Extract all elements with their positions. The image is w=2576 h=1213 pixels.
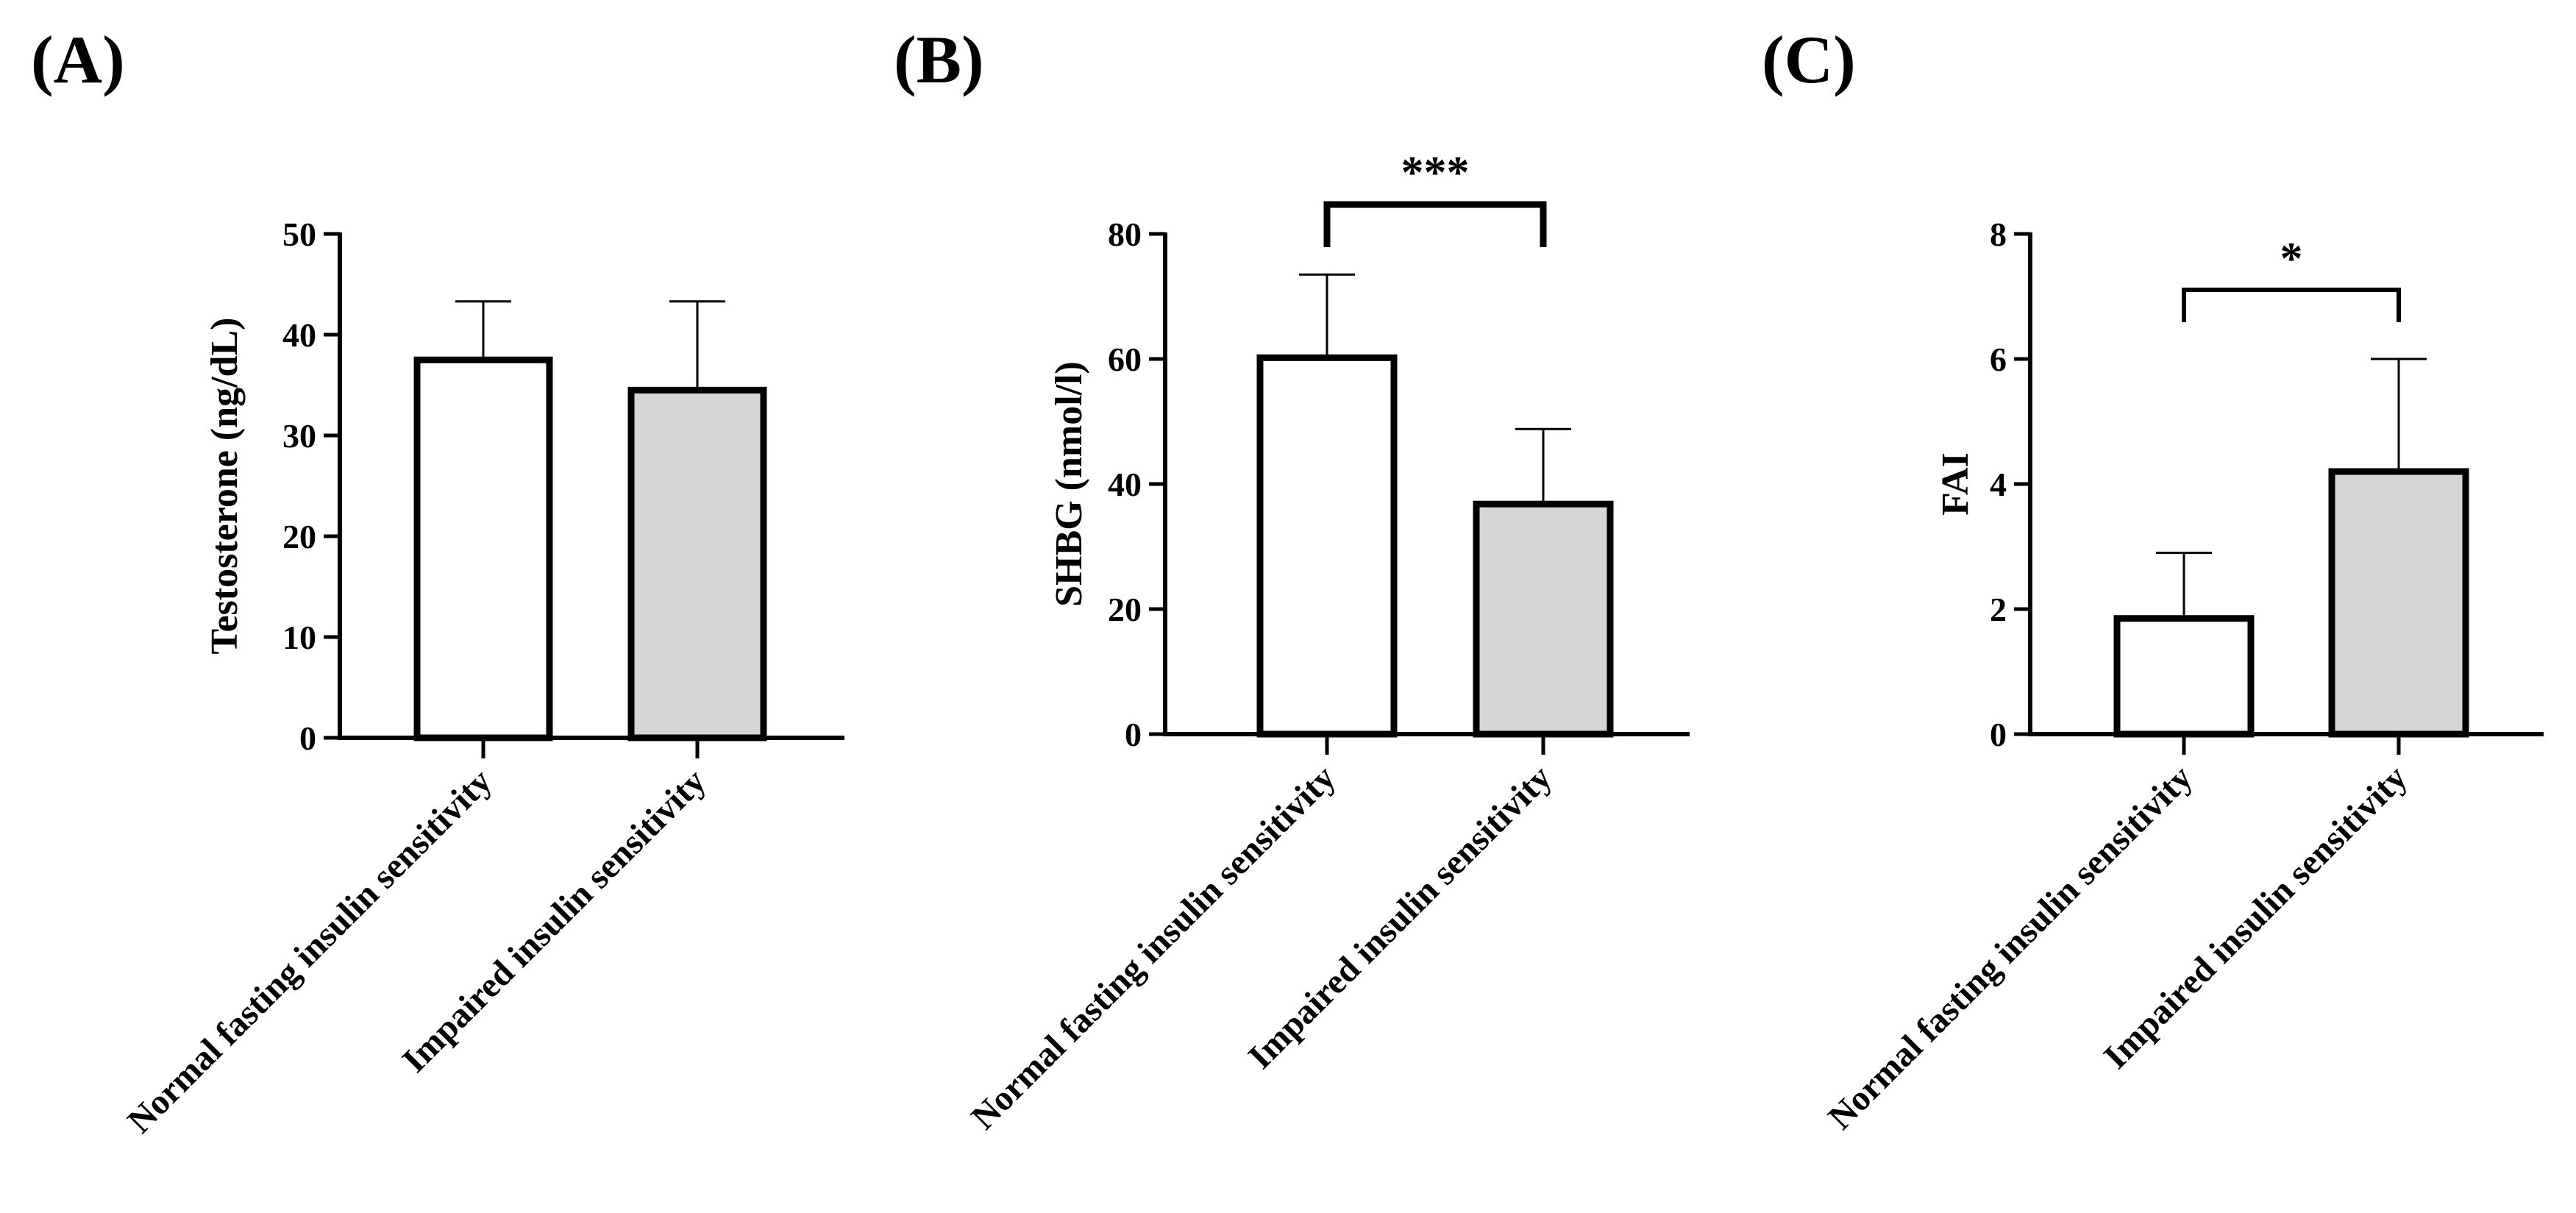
- y-tick-label: 0: [1125, 716, 1142, 753]
- y-tick-label: 0: [1990, 716, 2007, 753]
- bar: [2328, 468, 2469, 738]
- bar: [627, 386, 767, 741]
- significance-bracket: [2182, 288, 2401, 322]
- significance-bracket: [1323, 201, 1547, 247]
- panel-1: (A) 0 10 20 30 40 50 Testosterone (ng/dL) Normal…: [31, 22, 844, 1141]
- y-tick-label: 8: [1990, 216, 2007, 253]
- y-axis-label: SHBG (nmol/l): [1048, 361, 1090, 607]
- bar: [1256, 354, 1398, 738]
- y-tick-label: 30: [282, 417, 316, 455]
- significance-marker: *: [2280, 234, 2303, 284]
- y-tick-label: 6: [1990, 341, 2007, 378]
- category-label: Normal fasting insulin sensitivity: [120, 761, 499, 1141]
- y-tick-label: 20: [1108, 591, 1142, 628]
- panel-3: (C) 0 2 4 6 8 FAI Normal fasting insulin sensit…: [1762, 22, 2544, 1137]
- y-tick-label: 2: [1990, 591, 2007, 628]
- panel-label: (C): [1762, 22, 1856, 97]
- y-tick-label: 80: [1108, 216, 1142, 253]
- category-label: Normal fasting insulin sensitivity: [964, 758, 1343, 1137]
- y-axis-label: FAI: [1935, 452, 1977, 516]
- bar: [1473, 500, 1614, 738]
- y-tick-label: 4: [1990, 466, 2007, 503]
- y-tick-label: 10: [282, 619, 316, 656]
- y-tick-label: 40: [282, 316, 316, 354]
- bar: [413, 356, 553, 741]
- y-tick-label: 40: [1108, 466, 1142, 503]
- category-label: Normal fasting insulin sensitivity: [1821, 758, 2200, 1137]
- y-axis-label: Testosterone (ng/dL): [204, 318, 246, 655]
- panel-2: (B) 0 20 40 60 80 SHBG (nmol/l) Normal fasting …: [894, 22, 1690, 1137]
- y-tick-label: 20: [282, 518, 316, 555]
- panel-label: (A): [31, 22, 125, 97]
- y-tick-label: 0: [299, 719, 316, 757]
- panel-label: (B): [894, 22, 984, 97]
- y-tick-label: 60: [1108, 341, 1142, 378]
- significance-marker: ***: [1401, 148, 1470, 198]
- y-tick-label: 50: [282, 216, 316, 253]
- bar: [2113, 615, 2255, 738]
